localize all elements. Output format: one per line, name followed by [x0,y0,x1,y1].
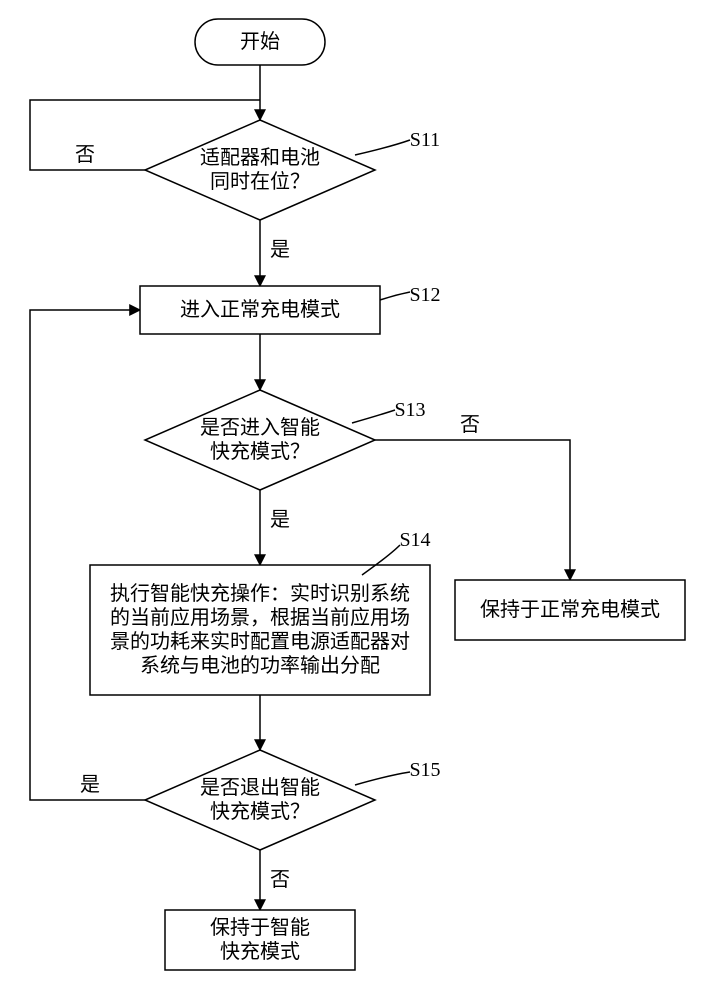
svg-text:快充模式: 快充模式 [220,940,300,963]
svg-text:S15: S15 [409,759,440,781]
svg-text:S11: S11 [410,129,440,151]
svg-text:否: 否 [270,869,290,891]
svg-text:是: 是 [80,774,100,796]
svg-text:否: 否 [460,414,480,436]
svg-text:是: 是 [270,509,290,531]
node-d1 [145,120,375,220]
svg-text:适配器和电池: 适配器和电池 [200,146,320,169]
svg-text:执行智能快充操作：实时识别系统: 执行智能快充操作：实时识别系统 [110,582,410,605]
svg-text:否: 否 [75,144,95,166]
svg-text:同时在位？: 同时在位？ [210,170,310,193]
svg-text:是否进入智能: 是否进入智能 [200,416,320,439]
flowchart-canvas: 否是是否是否开始适配器和电池同时在位？S11进入正常充电模式S12是否进入智能快… [0,0,722,1000]
node-d3 [145,750,375,850]
node-d2 [145,390,375,490]
svg-text:开始: 开始 [240,30,280,53]
svg-text:保持于智能: 保持于智能 [210,916,310,939]
svg-text:保持于正常充电模式: 保持于正常充电模式 [480,598,660,621]
svg-text:S12: S12 [409,284,440,306]
svg-text:是否退出智能: 是否退出智能 [200,776,320,799]
svg-text:的当前应用场景，根据当前应用场: 的当前应用场景，根据当前应用场 [110,606,410,629]
svg-text:是: 是 [270,239,290,261]
svg-text:快充模式？: 快充模式？ [210,800,310,823]
svg-text:快充模式？: 快充模式？ [210,440,310,463]
svg-text:S13: S13 [394,399,425,421]
svg-text:景的功耗来实时配置电源适配器对: 景的功耗来实时配置电源适配器对 [110,630,410,653]
svg-text:系统与电池的功率输出分配: 系统与电池的功率输出分配 [140,654,380,677]
svg-text:S14: S14 [399,529,430,551]
svg-text:进入正常充电模式: 进入正常充电模式 [180,298,340,321]
